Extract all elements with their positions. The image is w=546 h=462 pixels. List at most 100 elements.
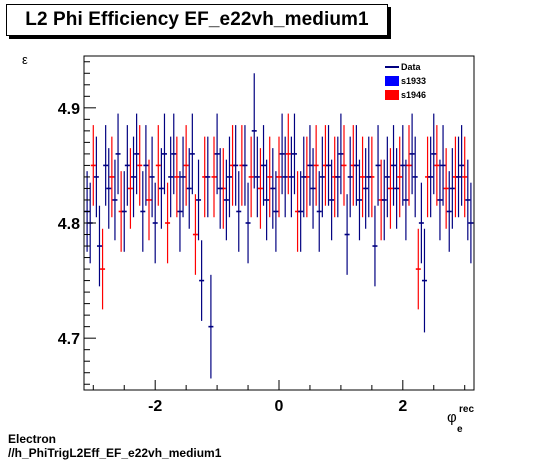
- data-point-data: [226, 136, 232, 218]
- data-point-data: [421, 228, 427, 333]
- data-point-data: [375, 125, 381, 206]
- data-point-data: [161, 113, 167, 195]
- legend-swatch-s1933: [385, 76, 399, 86]
- data-point-data: [177, 171, 183, 252]
- data-point-s1946: [360, 136, 366, 218]
- data-point-data: [233, 125, 239, 206]
- data-point-data: [440, 125, 446, 206]
- data-point-data: [437, 159, 443, 241]
- data-point-data: [140, 171, 146, 252]
- y-axis-label: ε: [22, 52, 28, 67]
- data-point-data: [366, 136, 372, 218]
- data-point-data: [316, 171, 322, 252]
- x-axis-label-superscript: rec: [459, 404, 475, 415]
- data-point-data: [428, 136, 434, 218]
- y-tick-label: 4.9: [58, 101, 80, 118]
- data-point-s1946: [387, 148, 393, 229]
- data-point-s1946: [248, 136, 254, 218]
- data-point-data: [353, 125, 359, 206]
- legend-label-data: Data: [401, 62, 422, 72]
- data-point-s1946: [276, 136, 282, 218]
- data-point-data: [196, 159, 202, 241]
- data-point-data: [205, 136, 211, 218]
- data-point-data: [149, 136, 155, 218]
- data-point-data: [282, 136, 288, 218]
- data-point-data: [199, 240, 205, 321]
- data-point-s1946: [90, 125, 96, 206]
- data-point-data: [270, 148, 276, 229]
- data-point-data: [418, 182, 424, 264]
- data-point-s1946: [165, 182, 171, 264]
- data-point-data: [115, 113, 121, 195]
- data-point-data: [307, 125, 313, 206]
- data-point-data: [344, 194, 350, 275]
- data-point-data: [106, 148, 112, 229]
- data-point-s1946: [462, 136, 468, 218]
- data-point-data: [214, 113, 220, 195]
- data-point-data: [273, 171, 279, 252]
- data-point-data: [143, 125, 149, 206]
- data-point-data: [338, 113, 344, 195]
- footer-histogram-path: //h_PhiTrigL2Eff_EF_e22vh_medium1: [8, 446, 222, 460]
- chart-title-box: L2 Phi Efficiency EF_e22vh_medium1: [6, 4, 388, 36]
- data-point-data: [171, 113, 177, 195]
- data-point-s1946: [397, 136, 403, 218]
- data-point-data: [134, 113, 140, 195]
- data-point-data: [223, 159, 229, 241]
- y-tick-label: 4.7: [58, 331, 80, 348]
- data-point-s1946: [137, 125, 143, 206]
- data-point-s1946: [434, 125, 440, 206]
- data-point-data: [347, 136, 353, 218]
- data-point-data: [291, 113, 297, 195]
- data-point-data: [264, 159, 270, 241]
- data-point-data: [131, 136, 137, 218]
- data-point-data: [254, 136, 260, 218]
- data-point-data: [449, 148, 455, 229]
- data-point-data: [409, 113, 415, 195]
- data-point-s1946: [100, 228, 106, 310]
- data-point-data: [93, 136, 99, 218]
- data-point-data: [103, 125, 109, 206]
- data-point-data: [335, 136, 341, 218]
- data-point-data: [363, 148, 369, 229]
- data-point-data: [431, 113, 437, 195]
- y-tick-label: 4.8: [58, 216, 80, 233]
- data-point-s1946: [443, 148, 449, 229]
- footer-category: Electron: [8, 432, 57, 446]
- data-point-data: [319, 136, 325, 218]
- data-point-s1946: [257, 148, 263, 229]
- data-point-data: [245, 182, 251, 264]
- data-point-data: [236, 171, 242, 252]
- data-point-s1946: [415, 228, 421, 310]
- x-axis-label: φ: [447, 409, 457, 426]
- data-point-data: [152, 182, 158, 264]
- data-point-data: [124, 125, 130, 206]
- data-point-data: [217, 148, 223, 229]
- data-point-data: [310, 148, 316, 229]
- data-point-data: [468, 182, 474, 264]
- data-point-data: [261, 125, 267, 206]
- data-point-data: [372, 205, 378, 287]
- data-point-s1946: [313, 125, 319, 206]
- data-point-data: [400, 125, 406, 206]
- x-tick-label: 2: [398, 398, 407, 415]
- data-point-data: [459, 125, 465, 206]
- data-point-data: [412, 136, 418, 218]
- data-point-data: [301, 136, 307, 218]
- axis-layer: -2 0 2 4.7 4.8 4.9: [58, 61, 466, 415]
- data-point-s1946: [192, 194, 198, 275]
- data-point-data: [180, 136, 186, 218]
- data-point-s1946: [341, 125, 347, 206]
- data-point-data: [121, 171, 127, 252]
- data-point-data: [186, 148, 192, 229]
- data-point-data: [112, 159, 118, 241]
- data-point-s1946: [211, 136, 217, 218]
- data-point-data: [298, 171, 304, 252]
- data-point-s1946: [267, 136, 273, 218]
- x-tick-label: -2: [148, 398, 162, 415]
- data-point-data: [189, 113, 195, 195]
- series-layer: [84, 73, 474, 379]
- legend: Data s1933 s1946: [381, 62, 433, 104]
- legend-swatch-s1946: [385, 90, 399, 100]
